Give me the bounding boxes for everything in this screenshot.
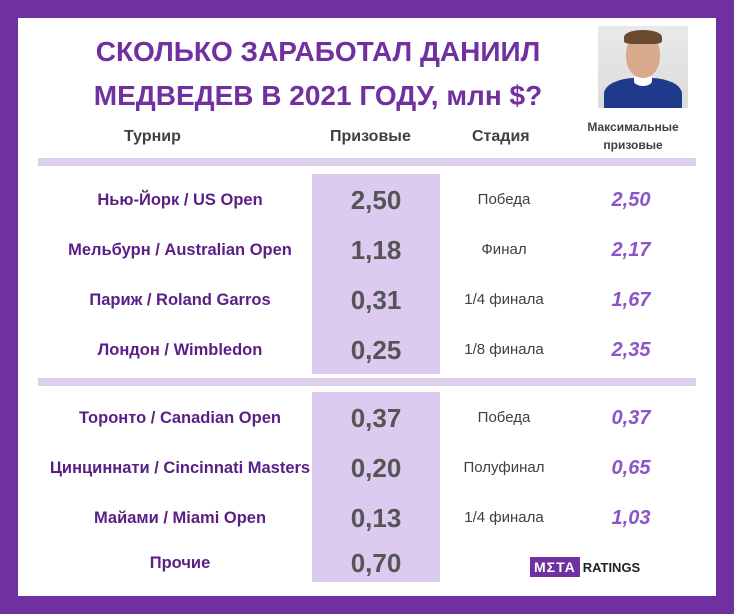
header-stage: Стадия — [472, 128, 530, 145]
header-prize: Призовые — [330, 128, 411, 145]
row-max-prize: 2,50 — [611, 189, 651, 211]
player-photo — [598, 26, 688, 108]
table-row: Прочие 0,70 — [18, 538, 716, 588]
photo-hair — [624, 30, 662, 44]
row-max-prize: 1,03 — [611, 507, 651, 529]
title-line-2: МЕДВЕДЕВ В 2021 ГОДУ, млн $? — [93, 80, 543, 111]
divider-top — [38, 158, 696, 166]
row-prize: 0,37 — [350, 403, 402, 433]
row-tournament: Париж / Roland Garros — [89, 291, 271, 309]
row-tournament: Нью-Йорк / US Open — [97, 191, 263, 209]
table-row: Торонто / Canadian Open 0,37 Победа 0,37 — [18, 393, 716, 443]
photo-collar — [634, 76, 652, 86]
row-stage: Победа — [477, 191, 531, 208]
table-row: Майами / Miami Open 0,13 1/4 финала 1,03 — [18, 493, 716, 543]
row-prize: 1,18 — [350, 235, 402, 265]
row-tournament: Лондон / Wimbledon — [97, 341, 263, 359]
header-max-prize-line2: призовые — [603, 138, 663, 152]
row-prize: 2,50 — [350, 185, 402, 215]
row-prize: 0,31 — [350, 285, 402, 315]
row-stage: Финал — [481, 241, 527, 258]
header-tournament: Турнир — [124, 128, 181, 145]
table-row: Цинциннати / Cincinnati Masters 0,20 Пол… — [18, 443, 716, 493]
row-max-prize: 1,67 — [611, 289, 651, 311]
row-tournament: Мельбурн / Australian Open — [68, 241, 292, 259]
logo-meta: MΣTA — [530, 557, 580, 577]
divider-middle — [38, 378, 696, 386]
row-tournament: Майами / Miami Open — [93, 509, 267, 527]
prize-column-highlight-1 — [312, 174, 440, 374]
logo-ratings: RATINGS — [582, 559, 641, 575]
table-row: Мельбурн / Australian Open 1,18 Финал 2,… — [18, 225, 716, 275]
row-stage: Полуфинал — [463, 459, 545, 476]
table-row: Париж / Roland Garros 0,31 1/4 финала 1,… — [18, 275, 716, 325]
title-line-1: СКОЛЬКО ЗАРАБОТАЛ ДАНИИЛ — [95, 36, 541, 67]
row-stage: 1/4 финала — [464, 509, 544, 526]
row-max-prize: 2,17 — [611, 239, 651, 261]
row-max-prize: 0,65 — [611, 457, 651, 479]
row-max-prize: 0,37 — [611, 407, 651, 429]
row-prize: 0,20 — [350, 453, 402, 483]
row-stage: 1/4 финала — [464, 291, 544, 308]
metaratings-logo: MΣTA RATINGS — [530, 556, 640, 578]
prize-column-highlight-2 — [312, 392, 440, 582]
row-prize: 0,70 — [350, 548, 402, 578]
page-title: СКОЛЬКО ЗАРАБОТАЛ ДАНИИЛ МЕДВЕДЕВ В 2021… — [18, 30, 618, 118]
header-max-prize: Максимальные призовые — [578, 118, 688, 154]
header-max-prize-line1: Максимальные — [587, 120, 679, 134]
row-tournament: Цинциннати / Cincinnati Masters — [49, 459, 311, 477]
row-tournament: Прочие — [149, 554, 211, 572]
row-max-prize: 2,35 — [611, 339, 651, 361]
row-prize: 0,13 — [350, 503, 402, 533]
table-row: Нью-Йорк / US Open 2,50 Победа 2,50 — [18, 175, 716, 225]
row-tournament: Торонто / Canadian Open — [79, 409, 281, 427]
table-row: Лондон / Wimbledon 0,25 1/8 финала 2,35 — [18, 325, 716, 375]
row-prize: 0,25 — [350, 335, 402, 365]
row-stage: Победа — [477, 409, 531, 426]
infographic-card: СКОЛЬКО ЗАРАБОТАЛ ДАНИИЛ МЕДВЕДЕВ В 2021… — [18, 18, 716, 596]
row-stage: 1/8 финала — [464, 341, 544, 358]
